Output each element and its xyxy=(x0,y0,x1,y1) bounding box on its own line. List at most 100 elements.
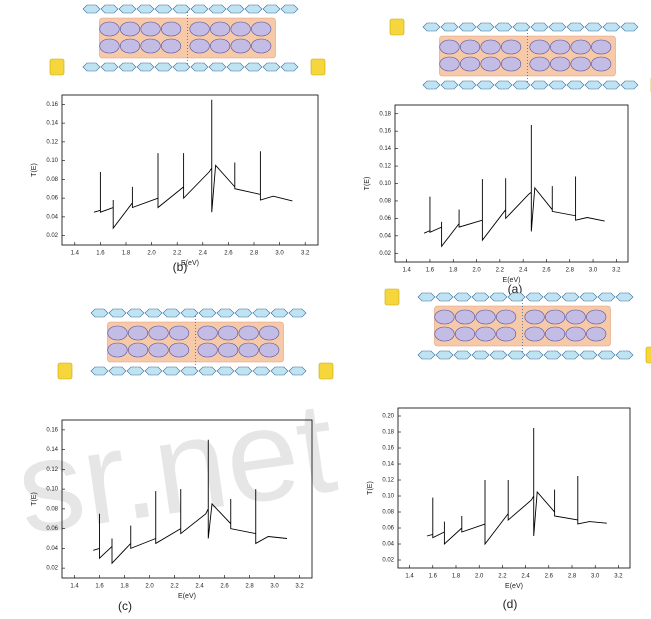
x-tick-label: 1.6 xyxy=(426,268,435,274)
hexagon xyxy=(100,4,119,14)
ring xyxy=(107,325,128,341)
ring xyxy=(251,21,272,37)
panel-label: (c) xyxy=(118,599,132,613)
x-tick-label: 2.4 xyxy=(195,584,204,590)
ring xyxy=(140,21,161,37)
ring xyxy=(107,342,128,358)
panel-label: (a) xyxy=(508,282,523,296)
x-tick-label: 1.8 xyxy=(122,251,131,257)
ring xyxy=(459,56,481,72)
y-axis-label: T(E) xyxy=(364,177,371,191)
transmission-line xyxy=(93,99,293,230)
hexagon xyxy=(489,350,508,360)
ring xyxy=(550,56,571,72)
hexagon xyxy=(216,366,235,376)
electrode xyxy=(645,346,651,364)
ring xyxy=(210,38,231,54)
y-tick-label: 0.18 xyxy=(379,111,391,117)
hexagon xyxy=(100,62,119,72)
hexagon xyxy=(288,366,307,376)
hexagon xyxy=(126,308,145,318)
y-tick-label: 0.16 xyxy=(46,102,58,108)
ring xyxy=(169,325,190,341)
x-tick-label: 1.4 xyxy=(402,268,411,274)
hexagon xyxy=(234,366,253,376)
x-tick-label: 1.8 xyxy=(449,268,458,274)
x-tick-label: 2.8 xyxy=(250,251,259,257)
y-tick-label: 0.02 xyxy=(382,558,394,564)
hexagon xyxy=(476,80,495,90)
hexagon xyxy=(90,308,109,318)
hexagon xyxy=(453,292,472,302)
molecule-schematic xyxy=(49,4,326,76)
x-tick-label: 1.6 xyxy=(95,584,104,590)
x-tick-label: 2.4 xyxy=(519,268,528,274)
hexagon xyxy=(422,22,441,32)
x-tick-label: 2.6 xyxy=(542,268,551,274)
hexagon xyxy=(280,62,299,72)
hexagon xyxy=(440,80,459,90)
hexagon xyxy=(512,80,531,90)
hexagon xyxy=(162,308,181,318)
molecule-schematic xyxy=(389,18,651,93)
x-tick-label: 2.6 xyxy=(545,574,554,580)
x-tick-label: 3.0 xyxy=(589,268,598,274)
hexagon xyxy=(108,308,127,318)
hexagon xyxy=(476,22,495,32)
hexagon xyxy=(144,308,163,318)
hexagon xyxy=(566,80,585,90)
hexagon xyxy=(270,308,289,318)
hexagon xyxy=(190,62,209,72)
hexagon xyxy=(162,366,181,376)
y-tick-label: 0.16 xyxy=(382,446,394,452)
ring xyxy=(140,38,161,54)
hexagon xyxy=(566,22,585,32)
hexagon xyxy=(615,350,634,360)
y-tick-label: 0.02 xyxy=(46,233,58,239)
ring xyxy=(169,342,190,358)
panel-label: (b) xyxy=(173,260,188,274)
x-axis-label: E(eV) xyxy=(181,260,199,267)
ring xyxy=(230,21,251,37)
x-tick-label: 2.6 xyxy=(224,251,233,257)
y-tick-label: 0.14 xyxy=(379,146,391,152)
x-tick-label: 2.2 xyxy=(498,574,507,580)
electrode xyxy=(318,362,334,380)
hexagon xyxy=(458,22,477,32)
x-tick-label: 1.8 xyxy=(120,584,129,590)
hexagon xyxy=(90,366,109,376)
y-tick-label: 0.20 xyxy=(382,414,394,420)
ring xyxy=(210,21,231,37)
x-tick-label: 2.8 xyxy=(568,574,577,580)
hexagon xyxy=(172,62,191,72)
ring xyxy=(189,38,210,54)
x-tick-label: 2.2 xyxy=(173,251,182,257)
hexagon xyxy=(525,292,544,302)
hexagon xyxy=(82,62,101,72)
y-tick-label: 0.08 xyxy=(382,510,394,516)
y-tick-label: 0.18 xyxy=(382,430,394,436)
x-axis-label: E(eV) xyxy=(178,593,196,600)
y-tick-label: 0.08 xyxy=(46,506,58,512)
ring xyxy=(550,39,571,55)
hexagon xyxy=(543,350,562,360)
y-tick-label: 0.16 xyxy=(379,129,391,135)
hexagon xyxy=(579,292,598,302)
x-tick-label: 2.0 xyxy=(475,574,484,580)
panel-label: (d) xyxy=(503,597,518,611)
y-tick-label: 0.04 xyxy=(46,214,58,220)
hexagon xyxy=(512,22,531,32)
hexagon xyxy=(288,308,307,318)
hexagon xyxy=(172,4,191,14)
ring xyxy=(434,326,455,342)
ring xyxy=(529,39,550,55)
y-tick-label: 0.06 xyxy=(382,526,394,532)
ring xyxy=(197,325,218,341)
ring xyxy=(161,21,182,37)
y-tick-label: 0.04 xyxy=(46,546,58,552)
hexagon xyxy=(234,308,253,318)
x-tick-label: 2.6 xyxy=(220,584,229,590)
ring xyxy=(529,56,550,72)
ring xyxy=(218,325,239,341)
hexagon xyxy=(82,4,101,14)
